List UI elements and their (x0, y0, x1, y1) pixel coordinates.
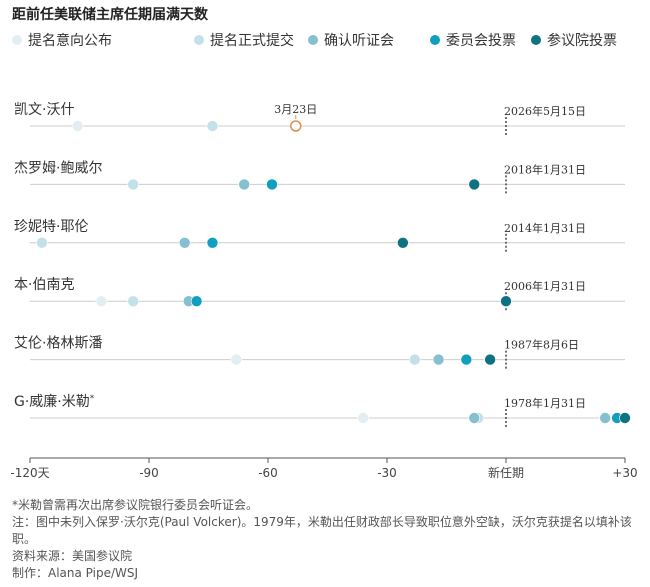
legend-label: 委员会投票 (446, 33, 516, 49)
event-dot-committee_vote (206, 237, 219, 249)
legend-item-formal_nomination: 提名正式提交 (194, 30, 294, 50)
legend-item-nominate_intent: 提名意向公布 (12, 30, 112, 50)
x-tick-label: -90 (139, 466, 159, 480)
event-dot-confirm_hearing (468, 412, 481, 424)
legend-label: 确认听证会 (324, 33, 394, 49)
x-tick-label: -30 (377, 466, 397, 480)
x-tick-label: 新任期 (488, 465, 524, 480)
row-label: 凯文·沃什 (14, 102, 74, 118)
event-dot-committee_vote (266, 178, 278, 191)
legend-swatch (12, 35, 22, 45)
event-dot-confirm_hearing (599, 412, 611, 424)
legend-swatch (308, 35, 318, 45)
event-dot-confirm_hearing (178, 237, 191, 249)
term-date-label: 1987年8月6日 (504, 338, 579, 352)
term-date-label: 2018年1月31日 (504, 162, 586, 176)
row-label: 艾伦·格林斯潘 (14, 336, 102, 352)
event-dot-senate_vote (397, 237, 409, 249)
x-tick-label: -60 (258, 466, 278, 480)
term-date-label: 2026年5月15日 (504, 104, 586, 118)
event-dot-formal_nomination (206, 120, 219, 132)
today-marker (290, 120, 302, 132)
event-dot-formal_nomination (408, 353, 421, 366)
note: 注：图中未列入保罗·沃尔克(Paul Volcker)。1979年，米勒出任财政… (12, 515, 632, 546)
legend-swatch (194, 35, 204, 45)
legend-swatch (531, 35, 541, 45)
legend-label: 提名意向公布 (28, 33, 112, 49)
event-dot-formal_nomination (127, 178, 139, 191)
x-tick-label: -120天 (10, 466, 49, 480)
source: 资料来源：美国参议院 (12, 549, 133, 563)
footnote-mark: * (90, 394, 95, 404)
event-dot-nominate_intent (357, 412, 370, 424)
event-dot-senate_vote (484, 353, 496, 366)
x-tick-label: +30 (612, 466, 637, 480)
term-date-label: 2006年1月31日 (504, 279, 586, 293)
event-dot-nominate_intent (230, 353, 243, 366)
legend-item-committee_vote: 委员会投票 (430, 30, 516, 50)
event-dot-nominate_intent (95, 295, 108, 308)
event-dot-confirm_hearing (432, 353, 445, 366)
event-dot-formal_nomination (127, 295, 139, 308)
legend-item-senate_vote: 参议院投票 (531, 30, 617, 50)
today-label: 3月23日 (274, 103, 317, 116)
event-dot-confirm_hearing (238, 178, 250, 191)
chart-title: 距前任美联储主席任期届满天数 (12, 7, 208, 23)
legend-item-confirm_hearing: 确认听证会 (308, 30, 394, 50)
footnote: *米勒曾需再次出席参议院银行委员会听证会。 (12, 498, 259, 512)
legend-swatch (430, 35, 440, 45)
legend: 提名意向公布 提名正式提交 确认听证会 委员会投票 参议院投票 (12, 30, 642, 50)
event-dot-committee_vote (190, 295, 203, 308)
event-dot-senate_vote (468, 178, 481, 191)
event-dot-nominate_intent (71, 120, 84, 132)
event-dot-senate_vote (619, 412, 631, 424)
row-label: G·威廉·米勒* (14, 393, 95, 410)
notes: *米勒曾需再次出席参议院银行委员会听证会。 注：图中未列入保罗·沃尔克(Paul… (12, 497, 632, 582)
event-dot-formal_nomination (36, 237, 48, 249)
row-label: 珍妮特·耶伦 (14, 219, 88, 235)
term-date-label: 1978年1月31日 (504, 396, 586, 410)
legend-label: 提名正式提交 (210, 33, 294, 49)
event-dot-senate_vote (500, 295, 512, 308)
credit: 制作：Alana Pipe/WSJ (12, 566, 139, 580)
row-label: 杰罗姆·鲍威尔 (14, 160, 102, 176)
row-label: 本·伯南克 (14, 277, 74, 293)
legend-label: 参议院投票 (547, 33, 617, 49)
event-dot-committee_vote (460, 353, 473, 366)
term-date-label: 2014年1月31日 (504, 221, 586, 235)
